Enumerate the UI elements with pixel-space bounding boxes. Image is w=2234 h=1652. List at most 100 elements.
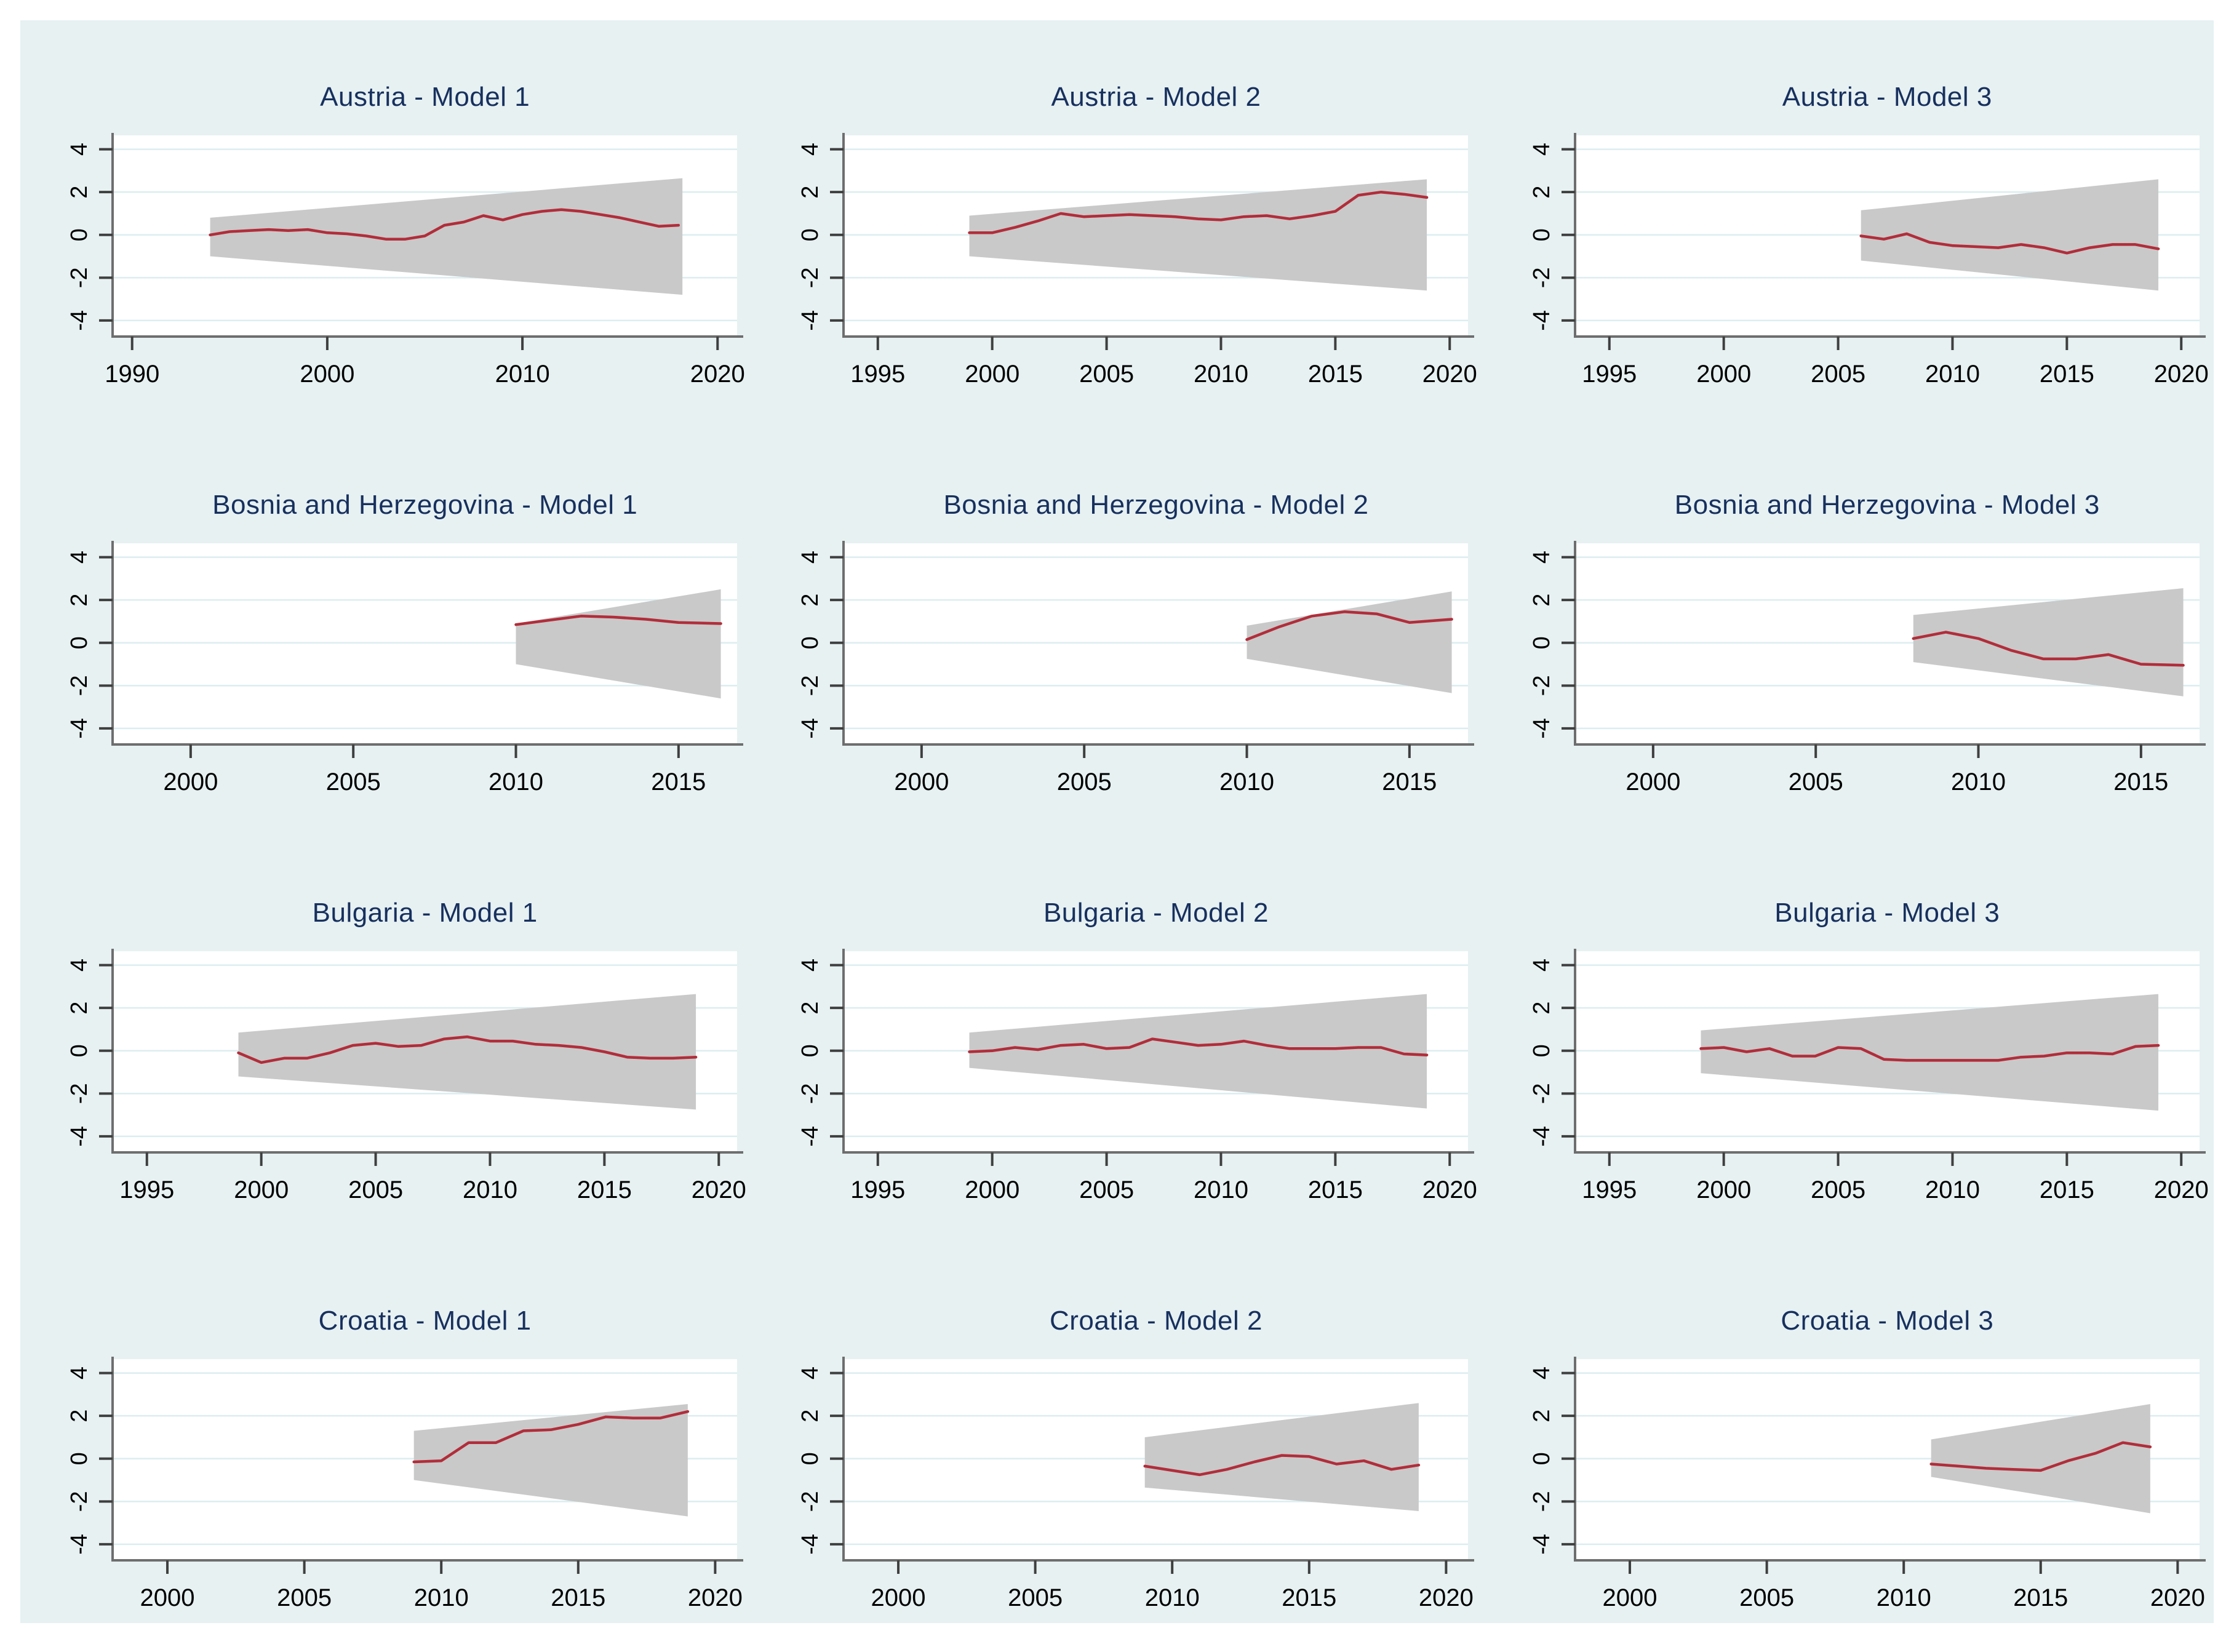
x-tick-label: 2000 — [1602, 1584, 1657, 1611]
confidence-band — [969, 994, 1427, 1109]
y-tick-label: 0 — [66, 1452, 92, 1465]
y-tick-label: 0 — [797, 1452, 823, 1465]
y-tick-label: -4 — [66, 1126, 92, 1147]
x-tick-label: 1995 — [1582, 361, 1637, 388]
chart-bosnia-and-herzegovina-model-2: 4 2 0 -2 -4 2000 2005 2010 2015 — [797, 541, 1475, 796]
x-tick-label: 2005 — [277, 1584, 332, 1611]
y-tick-label: -4 — [797, 310, 823, 331]
y-tick-label: 2 — [797, 1410, 823, 1423]
x-tick-label: 2000 — [965, 361, 1020, 388]
panel-bosnia-and-herzegovina-model-2: Bosnia and Herzegovina - Model 2 4 2 0 -2 -4… — [751, 428, 1482, 836]
panel-title: Bulgaria - Model 3 — [1774, 898, 2000, 928]
series-line — [1859, 232, 2160, 255]
x-tick-label: 2005 — [1057, 768, 1112, 796]
x-tick-label: 2020 — [692, 1176, 746, 1203]
x-tick-label: 2020 — [1422, 1176, 1477, 1203]
panel-bosnia-and-herzegovina-model-1: Bosnia and Herzegovina - Model 1 4 2 0 -2 -4… — [20, 428, 751, 836]
confidence-band — [210, 178, 683, 295]
chart-austria-model-2: 4 2 0 -2 -4 1995 2000 2005 2010 2015 2020 — [797, 133, 1477, 388]
x-tick-label: 2010 — [495, 361, 550, 388]
y-tick-label: 4 — [797, 1367, 823, 1379]
panel-title: Austria - Model 2 — [1051, 82, 1261, 112]
y-tick-label: -4 — [797, 718, 823, 739]
panel-austria-model-3: Austria - Model 3 4 2 0 -2 -4 1995 2000 2005 201… — [1483, 20, 2214, 428]
series-line — [514, 615, 722, 626]
series-line — [1912, 631, 2185, 667]
x-tick-label: 2005 — [348, 1176, 403, 1203]
y-tick-label: -2 — [1529, 267, 1555, 288]
chart-bosnia-and-herzegovina-model-1: 4 2 0 -2 -4 2000 2005 2010 2015 — [66, 541, 743, 796]
confidence-band — [1701, 994, 2158, 1111]
y-tick-label: 4 — [797, 551, 823, 564]
panel-bulgaria-model-1: Bulgaria - Model 1 4 2 0 -2 -4 1995 2000 2005 20… — [20, 836, 751, 1244]
panel-title: Austria - Model 1 — [320, 82, 530, 112]
panel-croatia-model-2: Croatia - Model 2 4 2 0 -2 -4 2000 2005 2010 201… — [751, 1244, 1482, 1652]
y-tick-label: 2 — [66, 186, 92, 199]
confidence-band — [1913, 588, 2184, 696]
y-tick-label: 4 — [66, 1367, 92, 1379]
x-tick-label: 2010 — [489, 768, 543, 796]
x-tick-label: 2000 — [1626, 768, 1680, 796]
x-tick-label: 2020 — [1419, 1584, 1474, 1611]
x-tick-label: 2010 — [1145, 1584, 1200, 1611]
panel-bulgaria-model-3: Bulgaria - Model 3 4 2 0 -2 -4 1995 2000 2005 20… — [1483, 836, 2214, 1244]
x-tick-label: 2010 — [1876, 1584, 1931, 1611]
x-tick-label: 1995 — [851, 361, 906, 388]
panel-bulgaria-model-2: Bulgaria - Model 2 4 2 0 -2 -4 1995 2000 2005 20… — [751, 836, 1482, 1244]
x-tick-label: 2000 — [871, 1584, 926, 1611]
x-tick-label: 2015 — [2040, 361, 2094, 388]
x-tick-label: 2005 — [1788, 768, 1843, 796]
panel-title: Bosnia and Herzegovina - Model 1 — [212, 490, 638, 520]
series-line — [237, 1035, 698, 1064]
y-tick-label: 2 — [66, 1410, 92, 1423]
series-line — [1699, 1043, 2160, 1062]
chart-croatia-model-2: 4 2 0 -2 -4 2000 2005 2010 2015 2020 — [797, 1357, 1475, 1611]
y-tick-label: -4 — [1529, 1126, 1555, 1147]
y-tick-label: -2 — [797, 1083, 823, 1104]
y-tick-label: 0 — [797, 1044, 823, 1057]
y-tick-label: 4 — [1529, 1367, 1555, 1379]
confidence-band — [413, 1404, 688, 1517]
series-line — [1929, 1441, 2152, 1472]
x-tick-label: 2000 — [895, 768, 949, 796]
panel-title: Bulgaria - Model 2 — [1043, 898, 1269, 928]
x-tick-label: 2005 — [1079, 1176, 1134, 1203]
x-tick-label: 2000 — [1696, 361, 1751, 388]
x-tick-label: 2000 — [163, 768, 218, 796]
x-tick-label: 2000 — [234, 1176, 289, 1203]
x-tick-label: 2015 — [1308, 1176, 1363, 1203]
chart-bulgaria-model-1: 4 2 0 -2 -4 1995 2000 2005 2010 2015 2020 — [66, 949, 746, 1203]
y-tick-label: 0 — [1529, 228, 1555, 241]
y-tick-label: -4 — [66, 310, 92, 331]
y-tick-label: 4 — [66, 551, 92, 564]
series-line — [412, 1410, 690, 1464]
x-tick-label: 2000 — [965, 1176, 1020, 1203]
panel-title: Bulgaria - Model 1 — [312, 898, 538, 928]
x-tick-label: 2015 — [2040, 1176, 2094, 1203]
series-line — [968, 1037, 1429, 1056]
panel-austria-model-1: Austria - Model 1 4 2 0 -2 -4 1990 2000 2010 202… — [20, 20, 751, 428]
y-tick-label: -2 — [66, 1491, 92, 1512]
x-tick-label: 2010 — [463, 1176, 517, 1203]
y-tick-label: -4 — [1529, 310, 1555, 331]
y-tick-label: 2 — [1529, 594, 1555, 607]
y-tick-label: 4 — [1529, 551, 1555, 564]
x-tick-label: 2010 — [1951, 768, 2006, 796]
chart-austria-model-1: 4 2 0 -2 -4 1990 2000 2010 2020 — [66, 133, 745, 388]
x-tick-label: 2010 — [1194, 1176, 1248, 1203]
chart-croatia-model-3: 4 2 0 -2 -4 2000 2005 2010 2015 2020 — [1529, 1357, 2206, 1611]
panel-title: Bosnia and Herzegovina - Model 2 — [943, 490, 1369, 520]
x-tick-label: 2005 — [326, 768, 381, 796]
panel-title: Croatia - Model 2 — [1050, 1306, 1263, 1336]
y-tick-label: 2 — [66, 594, 92, 607]
y-tick-label: -4 — [66, 718, 92, 739]
y-tick-label: -4 — [797, 1126, 823, 1147]
y-tick-label: 2 — [797, 1002, 823, 1015]
chart-bulgaria-model-2: 4 2 0 -2 -4 1995 2000 2005 2010 2015 2020 — [797, 949, 1477, 1203]
x-tick-label: 2010 — [1925, 361, 1980, 388]
panel-austria-model-2: Austria - Model 2 4 2 0 -2 -4 1995 2000 2005 201… — [751, 20, 1482, 428]
figure-canvas: Austria - Model 1 4 2 0 -2 -4 1990 2000 2010 202… — [20, 20, 2214, 1623]
x-tick-label: 2015 — [551, 1584, 605, 1611]
x-tick-label: 1995 — [119, 1176, 174, 1203]
y-tick-label: -4 — [797, 1534, 823, 1555]
